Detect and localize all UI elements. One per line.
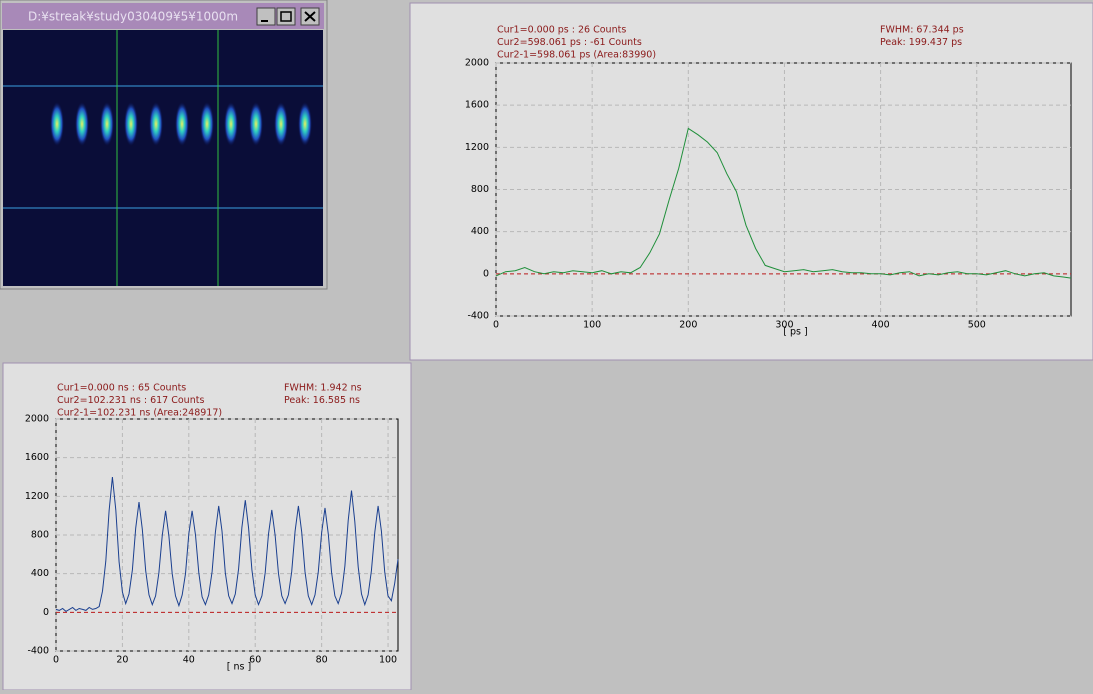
y-tick-label: 0: [483, 268, 489, 279]
close-icon: [304, 11, 316, 22]
y-tick-label: 1200: [465, 142, 489, 153]
y-tick-label: 2000: [25, 414, 49, 425]
minimize-button[interactable]: [256, 7, 276, 26]
spot: [274, 102, 288, 146]
y-tick-label: 1200: [25, 491, 49, 502]
spot: [75, 102, 89, 146]
spot: [100, 102, 114, 146]
x-tick-label: 20: [116, 655, 128, 666]
data-line: [495, 127, 1072, 279]
y-tick-label: 2000: [465, 58, 489, 69]
streak-spots: [50, 102, 312, 146]
streak-image: [3, 30, 323, 286]
x-tick-label: 100: [379, 655, 397, 666]
y-tick-label: 400: [31, 568, 49, 579]
spot: [175, 102, 189, 146]
y-tick-label: 800: [471, 184, 489, 195]
window-buttons[interactable]: [256, 7, 320, 26]
window-title: D:¥streak¥study030409¥5¥1000m: [28, 10, 238, 24]
y-tick-label: 800: [31, 530, 49, 541]
spot: [249, 102, 263, 146]
x-tick-label: 100: [583, 320, 601, 331]
cursor-info: Cur1=0.000 ns : 65 Counts: [57, 383, 186, 394]
spot: [50, 102, 64, 146]
x-tick-label: 0: [53, 655, 59, 666]
y-tick-label: 1600: [465, 100, 489, 111]
y-tick-label: 1600: [25, 452, 49, 463]
x-tick-label: 200: [679, 320, 697, 331]
x-tick-label: 0: [493, 320, 499, 331]
peak-info: Peak: 16.585 ns: [284, 395, 360, 406]
spot: [298, 102, 312, 146]
fwhm-info: FWHM: 1.942 ns: [284, 383, 362, 394]
y-tick-label: 400: [471, 226, 489, 237]
x-tick-label: 400: [872, 320, 890, 331]
spot: [149, 102, 163, 146]
x-axis-label: [ ns ]: [227, 662, 251, 673]
cursor-info: Cur2-1=102.231 ns (Area:248917): [57, 408, 222, 419]
spot: [124, 102, 138, 146]
x-axis-label: [ ps ]: [783, 327, 807, 338]
x-tick-label: 300: [775, 320, 793, 331]
fwhm-info: FWHM: 67.344 ps: [880, 25, 964, 36]
y-tick-label: -400: [467, 311, 489, 322]
cursor-info: Cur2=102.231 ns : 617 Counts: [57, 395, 204, 406]
cursor-info: Cur2-1=598.061 ps (Area:83990): [497, 50, 656, 61]
spot: [200, 102, 214, 146]
y-tick-label: -400: [27, 646, 49, 657]
x-tick-label: 80: [316, 655, 328, 666]
x-tick-label: 60: [249, 655, 261, 666]
cursor-info: Cur2=598.061 ps : -61 Counts: [497, 37, 642, 48]
x-tick-label: 500: [968, 320, 986, 331]
spot: [224, 102, 238, 146]
peak-info: Peak: 199.437 ps: [880, 37, 962, 48]
cursor-info: Cur1=0.000 ps : 26 Counts: [497, 25, 626, 36]
maximize-button[interactable]: [276, 7, 296, 26]
maximize-icon: [280, 11, 292, 22]
data-line: [55, 476, 399, 613]
y-tick-label: 0: [43, 607, 49, 618]
image-window: D:¥streak¥study030409¥5¥1000m: [0, 0, 328, 290]
x-tick-label: 40: [183, 655, 195, 666]
